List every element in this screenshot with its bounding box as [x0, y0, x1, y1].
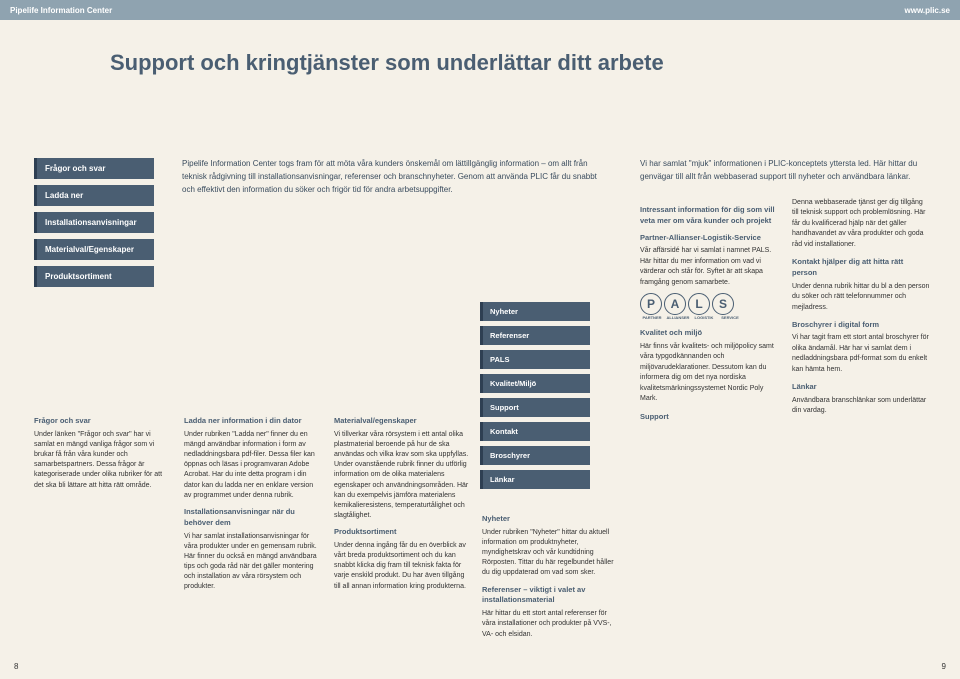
sidebar-item-fragor[interactable]: Frågor och svar: [34, 158, 154, 179]
r7-text: Användbara branschlänkar som underlättar…: [792, 396, 930, 417]
midnav-label: Referenser: [490, 331, 529, 340]
right-sections: Intressant information för dig som vill …: [640, 198, 930, 424]
right-column: Vi har samlat "mjuk" informationen i PLI…: [640, 158, 930, 423]
pals-letter-p: P: [640, 293, 662, 315]
r4-heading: Support: [640, 411, 778, 422]
r4-text: Denna webbaserade tjänst ger dig tillgån…: [792, 198, 930, 251]
sidebar-item-label: Produktsortiment: [45, 272, 112, 281]
sidebar-item-produkt[interactable]: Produktsortiment: [34, 266, 154, 287]
sidebar-item-material[interactable]: Materialval/Egenskaper: [34, 239, 154, 260]
r6-heading: Broschyrer i digital form: [792, 319, 930, 330]
midnav-kvalitet[interactable]: Kvalitet/Miljö: [480, 374, 590, 393]
lr2-text: Här hittar du ett stort antal referenser…: [482, 609, 622, 639]
col2b-heading: Installationsanvisningar när du behöver …: [184, 507, 320, 529]
sidebar-nav: Frågor och svar Ladda ner Installationsa…: [34, 158, 154, 293]
midnav-pals[interactable]: PALS: [480, 350, 590, 369]
midnav-label: Support: [490, 403, 519, 412]
midnav-label: Nyheter: [490, 307, 518, 316]
midnav-label: Kontakt: [490, 427, 518, 436]
pals-cap-2: LOGISTIK: [692, 315, 716, 321]
midnav-label: Kvalitet/Miljö: [490, 379, 536, 388]
sidebar-item-label: Materialval/Egenskaper: [45, 245, 134, 254]
pals-letter-l: L: [688, 293, 710, 315]
col3b-text: Under denna ingång får du en överblick a…: [334, 541, 470, 592]
col2a-heading: Ladda ner information i din dator: [184, 416, 320, 427]
col3a-heading: Materialval/egenskaper: [334, 416, 470, 427]
col1-heading: Frågor och svar: [34, 416, 170, 427]
pals-letter-a: A: [664, 293, 686, 315]
body-col-2: Ladda ner information i din dator Under …: [184, 410, 320, 597]
pals-logo: P A L S PARTNER ALLIANSER LOGISTIK SERVI…: [640, 293, 760, 321]
r6-text: Vi har tagit fram ett stort antal brosch…: [792, 333, 930, 375]
midnav-nyheter[interactable]: Nyheter: [480, 302, 590, 321]
col3a-text: Vi tillverkar våra rörsystem i ett antal…: [334, 430, 470, 521]
midnav-lankar[interactable]: Länkar: [480, 470, 590, 489]
top-bar: Pipelife Information Center www.plic.se: [0, 0, 960, 20]
lr1-heading: Nyheter: [482, 514, 622, 525]
page-number-right: 9: [942, 662, 946, 671]
page: Pipelife Information Center www.plic.se …: [0, 0, 960, 679]
midnav-label: Länkar: [490, 475, 515, 484]
sidebar-item-install[interactable]: Installationsanvisningar: [34, 212, 154, 233]
lr2-heading: Referenser – viktigt i valet av installa…: [482, 585, 622, 607]
body-col-1: Frågor och svar Under länken "Frågor och…: [34, 410, 170, 496]
midnav-referenser[interactable]: Referenser: [480, 326, 590, 345]
intro-text: Pipelife Information Center togs fram fö…: [182, 158, 612, 196]
body-col-3: Materialval/egenskaper Vi tillverkar vår…: [334, 410, 470, 597]
r1-heading: Intressant information för dig som vill …: [640, 204, 778, 227]
r5-text: Under denna rubrik hittar du bl a den pe…: [792, 282, 930, 314]
intro2-text: Vi har samlat "mjuk" informationen i PLI…: [640, 158, 930, 184]
sidebar-item-label: Frågor och svar: [45, 164, 105, 173]
r3-heading: Kvalitet och miljö: [640, 327, 778, 338]
r3-text: Här finns vår kvalitets- och miljöpolicy…: [640, 342, 778, 405]
page-number-left: 8: [14, 662, 18, 671]
sidebar-item-label: Ladda ner: [45, 191, 83, 200]
mid-nav: Nyheter Referenser PALS Kvalitet/Miljö S…: [480, 302, 590, 494]
r2-text: Vår affärsidé har vi samlat i namnet PAL…: [640, 246, 778, 288]
brand-label: Pipelife Information Center: [10, 6, 112, 15]
pals-cap-1: ALLIANSER: [666, 315, 690, 321]
sidebar-item-label: Installationsanvisningar: [45, 218, 137, 227]
pals-letter-s: S: [712, 293, 734, 315]
col1-text: Under länken "Frågor och svar" har vi sa…: [34, 430, 170, 491]
midnav-broschyrer[interactable]: Broschyrer: [480, 446, 590, 465]
col2b-text: Vi har samlat installationsanvisningar f…: [184, 532, 320, 593]
midnav-kontakt[interactable]: Kontakt: [480, 422, 590, 441]
midnav-support[interactable]: Support: [480, 398, 590, 417]
pals-cap-0: PARTNER: [640, 315, 664, 321]
midnav-label: Broschyrer: [490, 451, 530, 460]
r5-heading: Kontakt hjälper dig att hitta rätt perso…: [792, 256, 930, 279]
midnav-label: PALS: [490, 355, 509, 364]
url-label: www.plic.se: [905, 6, 951, 15]
page-title: Support och kringtjänster som underlätta…: [110, 50, 664, 76]
pals-cap-3: SERVICE: [718, 315, 742, 321]
r7-heading: Länkar: [792, 381, 930, 392]
col3b-heading: Produktsortiment: [334, 527, 470, 538]
col2a-text: Under rubriken "Ladda ner" finner du en …: [184, 430, 320, 501]
lower-right-block: Nyheter Under rubriken "Nyheter" hittar …: [482, 508, 622, 645]
r2-heading: Partner-Allianser-Logistik-Service: [640, 232, 778, 243]
body-columns: Frågor och svar Under länken "Frågor och…: [34, 410, 474, 597]
lr1-text: Under rubriken "Nyheter" hittar du aktue…: [482, 528, 622, 579]
sidebar-item-ladda[interactable]: Ladda ner: [34, 185, 154, 206]
